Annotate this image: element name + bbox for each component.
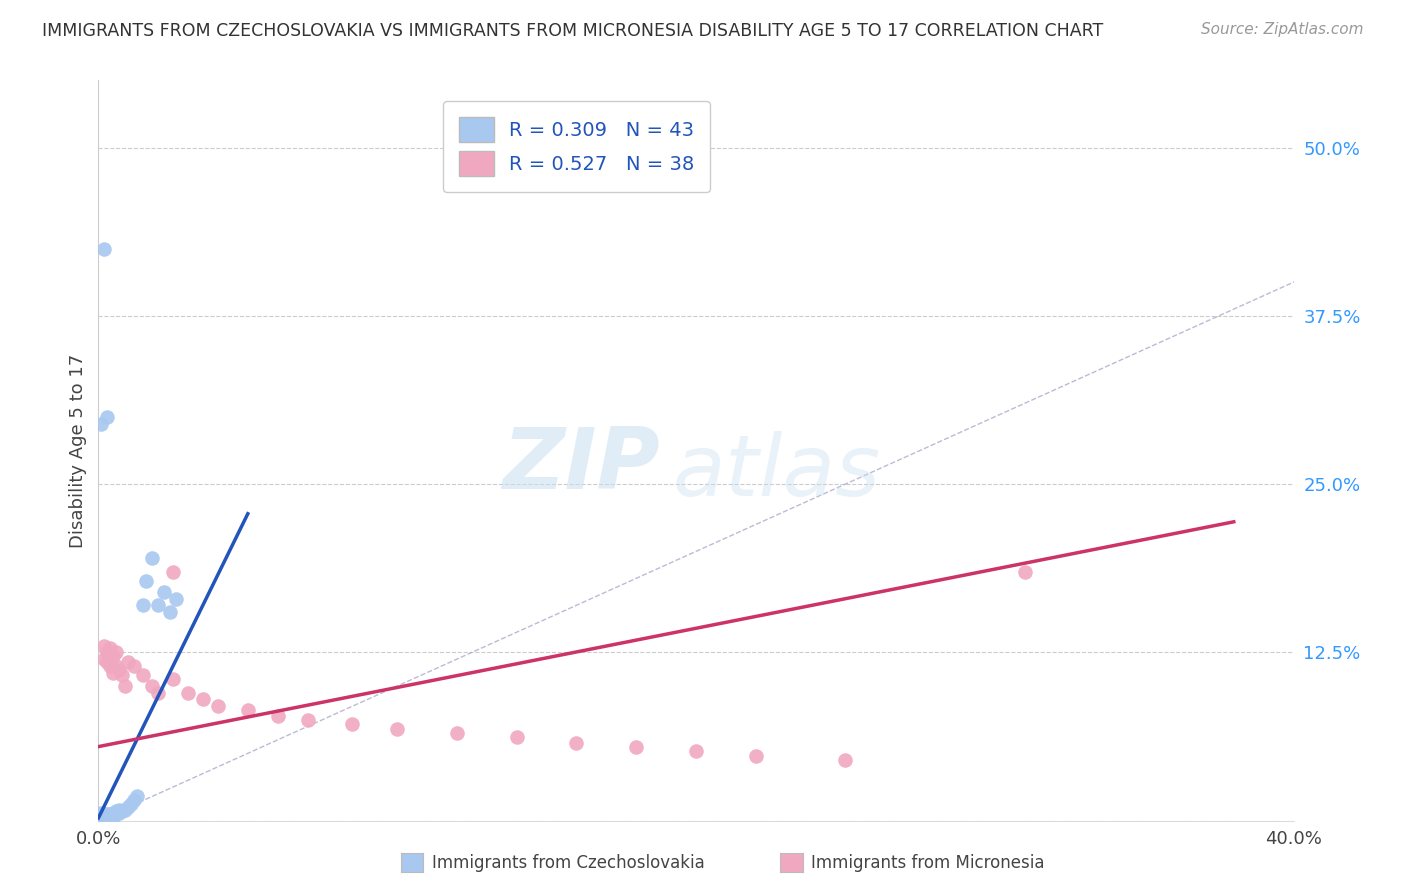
Point — [96, 808, 118, 822]
Point — [93, 652, 115, 666]
Point — [159, 605, 181, 619]
Point — [93, 809, 115, 823]
Point — [124, 793, 146, 807]
Point — [1014, 565, 1036, 579]
Point — [111, 804, 134, 818]
Point — [127, 789, 149, 804]
Point — [207, 699, 229, 714]
Point — [385, 722, 409, 736]
Point — [342, 716, 364, 731]
Point — [90, 808, 112, 822]
Point — [162, 565, 184, 579]
Point — [96, 809, 118, 823]
Point — [565, 735, 588, 749]
Point — [148, 686, 170, 700]
Point — [177, 686, 200, 700]
Point — [96, 645, 118, 659]
Point — [111, 668, 134, 682]
Text: Immigrants from Czechoslovakia: Immigrants from Czechoslovakia — [432, 854, 704, 871]
Point — [93, 639, 115, 653]
Point — [685, 744, 707, 758]
Point — [446, 726, 468, 740]
Point — [90, 417, 112, 431]
Point — [93, 808, 115, 822]
Text: Immigrants from Micronesia: Immigrants from Micronesia — [811, 854, 1045, 871]
Point — [98, 806, 122, 821]
Point — [90, 806, 112, 821]
Point — [114, 803, 136, 817]
Point — [124, 658, 146, 673]
Point — [267, 708, 290, 723]
Point — [98, 808, 122, 822]
Point — [96, 809, 118, 823]
Point — [165, 591, 187, 606]
Point — [103, 808, 125, 822]
Point — [135, 574, 157, 588]
Text: Source: ZipAtlas.com: Source: ZipAtlas.com — [1201, 22, 1364, 37]
Point — [98, 809, 122, 823]
Point — [108, 803, 131, 817]
Point — [114, 679, 136, 693]
Point — [141, 551, 163, 566]
Point — [108, 805, 131, 820]
Point — [105, 658, 128, 673]
Point — [148, 599, 170, 613]
Point — [93, 809, 115, 823]
Point — [103, 809, 125, 823]
Point — [834, 753, 856, 767]
Point — [93, 806, 115, 821]
Text: ZIP: ZIP — [502, 424, 661, 507]
Text: IMMIGRANTS FROM CZECHOSLOVAKIA VS IMMIGRANTS FROM MICRONESIA DISABILITY AGE 5 TO: IMMIGRANTS FROM CZECHOSLOVAKIA VS IMMIGR… — [42, 22, 1104, 40]
Point — [120, 797, 142, 812]
Point — [93, 808, 115, 822]
Point — [626, 739, 648, 754]
Point — [117, 655, 139, 669]
Point — [132, 668, 155, 682]
Point — [506, 730, 529, 744]
Point — [90, 809, 112, 823]
Point — [93, 242, 115, 256]
Point — [117, 800, 139, 814]
Point — [153, 584, 176, 599]
Point — [105, 645, 128, 659]
Point — [191, 692, 214, 706]
Point — [90, 806, 112, 821]
Point — [90, 811, 112, 825]
Legend: R = 0.309   N = 43, R = 0.527   N = 38: R = 0.309 N = 43, R = 0.527 N = 38 — [443, 101, 710, 192]
Text: atlas: atlas — [672, 431, 880, 514]
Point — [90, 808, 112, 822]
Point — [96, 655, 118, 669]
Point — [105, 804, 128, 818]
Point — [105, 806, 128, 821]
Point — [98, 641, 122, 656]
Point — [96, 806, 118, 821]
Point — [96, 409, 118, 424]
Point — [103, 805, 125, 820]
Point — [132, 599, 155, 613]
Point — [141, 679, 163, 693]
Point — [103, 649, 125, 664]
Y-axis label: Disability Age 5 to 17: Disability Age 5 to 17 — [69, 353, 87, 548]
Point — [103, 665, 125, 680]
Point — [108, 663, 131, 677]
Point — [90, 805, 112, 820]
Point — [236, 703, 259, 717]
Point — [745, 749, 768, 764]
Point — [90, 809, 112, 823]
Point — [93, 811, 115, 825]
Point — [162, 673, 184, 687]
Point — [98, 658, 122, 673]
Point — [297, 713, 319, 727]
